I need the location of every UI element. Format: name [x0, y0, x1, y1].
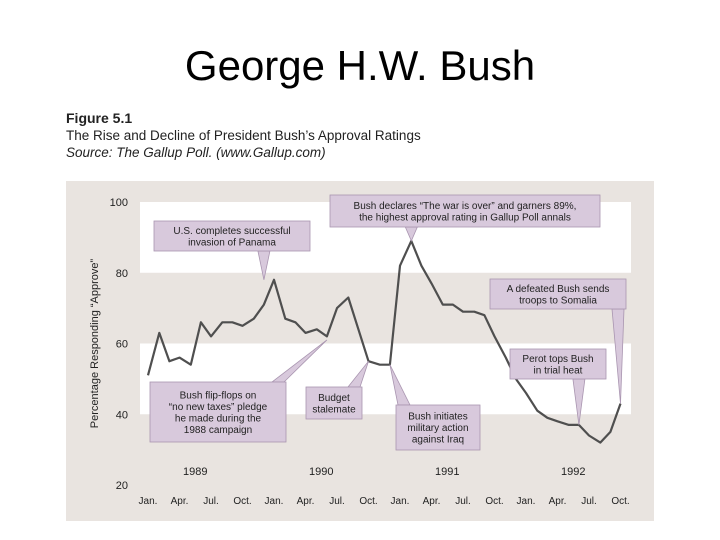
callout-text: 1988 campaign [184, 425, 252, 436]
slide-title: George H.W. Bush [184, 42, 536, 89]
x-month-label: Jan. [517, 496, 536, 507]
x-month-label: Apr. [549, 496, 567, 507]
callout-text: stalemate [312, 404, 356, 415]
approval-chart: 20 40 60 80 100 Percentage Responding “Approv… [66, 181, 654, 521]
figure-caption-block: Figure 5.1 The Rise and Decline of Presi… [66, 110, 421, 161]
x-month-label: Jan. [265, 496, 284, 507]
x-month-label: Oct. [359, 496, 377, 507]
x-month-label: Jul. [581, 496, 597, 507]
x-month-label: Jul. [329, 496, 345, 507]
callout-text: troops to Somalia [519, 295, 597, 306]
x-year-label: 1991 [435, 466, 459, 478]
approval-chart-container: 20 40 60 80 100 Percentage Responding “Approv… [66, 181, 654, 521]
callout-text: against Iraq [412, 435, 464, 446]
x-month-label: Oct. [485, 496, 503, 507]
callout-box [395, 404, 481, 451]
callout-text: Bush initiates [408, 412, 467, 423]
y-tick-label: 40 [116, 409, 128, 421]
callout-text: A defeated Bush sends [507, 284, 610, 295]
callout-box [489, 278, 627, 310]
callout-box [153, 220, 311, 252]
figure-source: Source: The Gallup Poll. (www.Gallup.com… [66, 145, 326, 160]
callout-box [509, 348, 607, 380]
x-month-label: Apr. [423, 496, 441, 507]
x-month-label: Jul. [203, 496, 219, 507]
callout-box [149, 381, 287, 443]
x-month-label: Apr. [171, 496, 189, 507]
callout-text: Budget [318, 393, 350, 404]
y-tick-label: 20 [116, 480, 128, 492]
figure-number: Figure 5.1 [66, 110, 133, 126]
callout-text: military action [407, 423, 468, 434]
callout-text: Bush flip-flops on [180, 390, 257, 401]
y-tick-label: 60 [116, 339, 128, 351]
callout-text: he made during the [175, 413, 262, 424]
callout-text: U.S. completes successful [173, 226, 290, 237]
callout-text: the highest approval rating in Gallup Po… [359, 212, 571, 223]
figure-caption: The Rise and Decline of President Bush’s… [66, 128, 421, 143]
callout-text: invasion of Panama [188, 237, 276, 248]
x-year-label: 1992 [561, 466, 585, 478]
x-month-label: Jul. [455, 496, 471, 507]
callout-text: “no new taxes” pledge [169, 402, 268, 413]
callout-text: in trial heat [534, 365, 583, 376]
callout-box [305, 386, 363, 420]
callout-text: Perot tops Bush [522, 354, 593, 365]
y-tick-label: 100 [110, 197, 128, 209]
y-axis-label: Percentage Responding “Approve” [89, 258, 101, 428]
x-month-label: Apr. [297, 496, 315, 507]
x-year-label: 1989 [183, 466, 207, 478]
x-year-label: 1990 [309, 466, 333, 478]
x-month-label: Jan. [139, 496, 158, 507]
x-month-label: Oct. [611, 496, 629, 507]
x-month-label: Jan. [391, 496, 410, 507]
approval-line [146, 239, 622, 444]
y-tick-label: 80 [116, 268, 128, 280]
callout-text: Bush declares “The war is over” and garn… [354, 201, 577, 212]
x-month-label: Oct. [233, 496, 251, 507]
callout-box [329, 194, 601, 228]
